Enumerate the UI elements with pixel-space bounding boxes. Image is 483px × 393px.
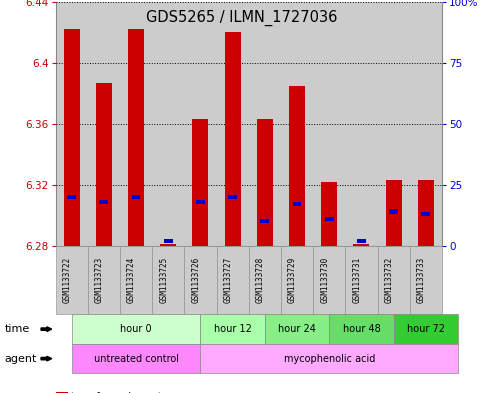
Bar [96, 83, 112, 246]
Text: GSM1133726: GSM1133726 [191, 257, 200, 303]
Bar [99, 200, 108, 204]
Text: hour 72: hour 72 [407, 324, 445, 334]
Bar [357, 239, 366, 243]
Text: untreated control: untreated control [94, 354, 179, 364]
Bar [389, 209, 398, 214]
Text: agent: agent [5, 354, 37, 364]
Text: GSM1133723: GSM1133723 [95, 257, 104, 303]
Text: GSM1133731: GSM1133731 [353, 257, 361, 303]
Text: hour 24: hour 24 [278, 324, 316, 334]
Bar [225, 33, 241, 246]
Bar [196, 200, 205, 204]
Bar [164, 239, 173, 243]
Bar [293, 202, 301, 206]
Bar [257, 119, 273, 246]
Bar [131, 195, 141, 199]
Bar [216, 2, 249, 246]
Bar [67, 195, 76, 199]
Text: hour 0: hour 0 [120, 324, 152, 334]
Bar [88, 2, 120, 246]
Bar [120, 2, 152, 246]
Bar [260, 219, 270, 224]
Text: GSM1133730: GSM1133730 [320, 257, 329, 303]
Bar [325, 217, 334, 221]
Text: GSM1133722: GSM1133722 [63, 257, 71, 303]
Bar [289, 86, 305, 246]
Text: GSM1133733: GSM1133733 [417, 257, 426, 303]
Bar [421, 212, 430, 216]
Bar [418, 180, 434, 246]
Bar [192, 119, 209, 246]
Bar [160, 244, 176, 246]
Text: GSM1133728: GSM1133728 [256, 257, 265, 303]
Bar [56, 2, 88, 246]
Bar [378, 2, 410, 246]
Text: mycophenolic acid: mycophenolic acid [284, 354, 375, 364]
Bar [321, 182, 337, 246]
Bar [313, 2, 345, 246]
Text: hour 12: hour 12 [213, 324, 252, 334]
Text: GSM1133724: GSM1133724 [127, 257, 136, 303]
Bar [249, 2, 281, 246]
Text: GSM1133727: GSM1133727 [224, 257, 233, 303]
Bar [354, 244, 369, 246]
Bar [185, 2, 216, 246]
Text: transformed count: transformed count [71, 392, 162, 393]
Text: GDS5265 / ILMN_1727036: GDS5265 / ILMN_1727036 [146, 10, 337, 26]
Text: GSM1133732: GSM1133732 [384, 257, 394, 303]
Bar [152, 2, 185, 246]
Text: time: time [5, 324, 30, 334]
Text: hour 48: hour 48 [342, 324, 380, 334]
Bar [228, 195, 237, 199]
Bar [281, 2, 313, 246]
Bar [345, 2, 378, 246]
Bar [64, 29, 80, 246]
Bar [410, 2, 442, 246]
Text: GSM1133725: GSM1133725 [159, 257, 168, 303]
Bar [385, 180, 402, 246]
Text: GSM1133729: GSM1133729 [288, 257, 297, 303]
Bar [128, 29, 144, 246]
